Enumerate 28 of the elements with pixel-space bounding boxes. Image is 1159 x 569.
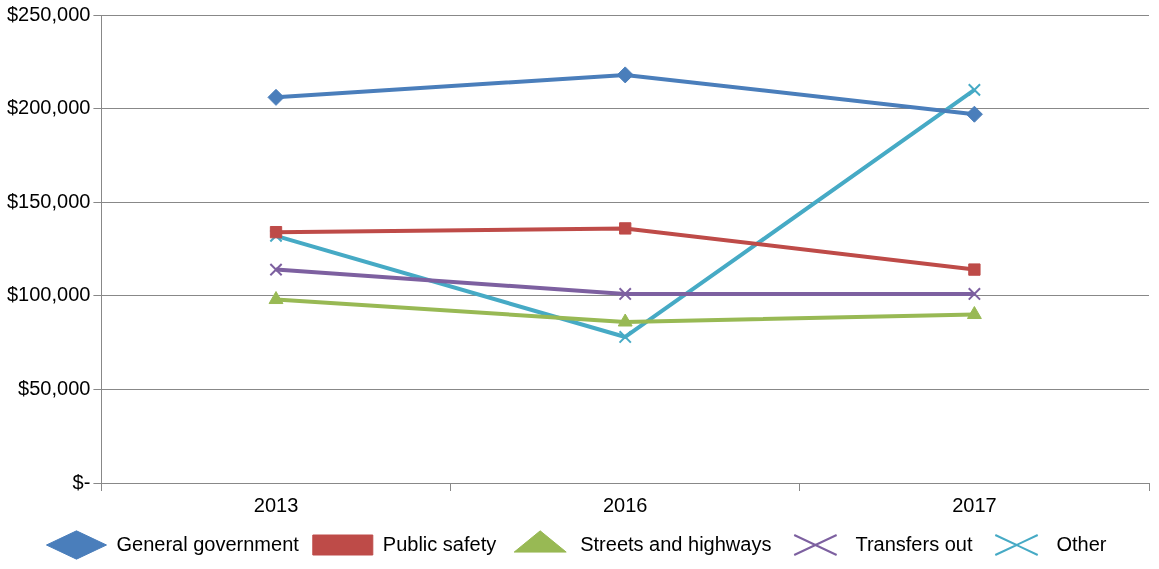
point [618,287,632,301]
point [269,226,283,239]
point [968,263,981,276]
x-tick-label: 2016 [602,493,648,516]
point [268,291,284,305]
point [267,88,285,106]
x-tick-label: 2017 [952,493,997,516]
point [616,66,634,84]
point [967,287,982,301]
point [619,222,632,235]
legend-label: Streets and highways [580,532,772,555]
y-tick-label: $50,000 [18,376,91,399]
point [965,105,983,123]
y-tick-label: $150,000 [7,189,91,212]
point [967,83,982,97]
y-tick-label: $250,000 [7,2,91,25]
point [618,330,632,344]
point [966,306,982,320]
legend-label: Public safety [382,532,497,555]
legend-label: Other [1056,532,1107,555]
point [617,313,633,327]
legend-label: General government [116,532,300,555]
y-tick-label: $200,000 [7,96,91,119]
y-tick-label: $- [72,470,91,493]
x-tick-label: 2013 [253,493,299,516]
y-tick-label: $100,000 [7,283,91,306]
point [269,262,283,277]
legend-label: Transfers out [855,532,973,555]
